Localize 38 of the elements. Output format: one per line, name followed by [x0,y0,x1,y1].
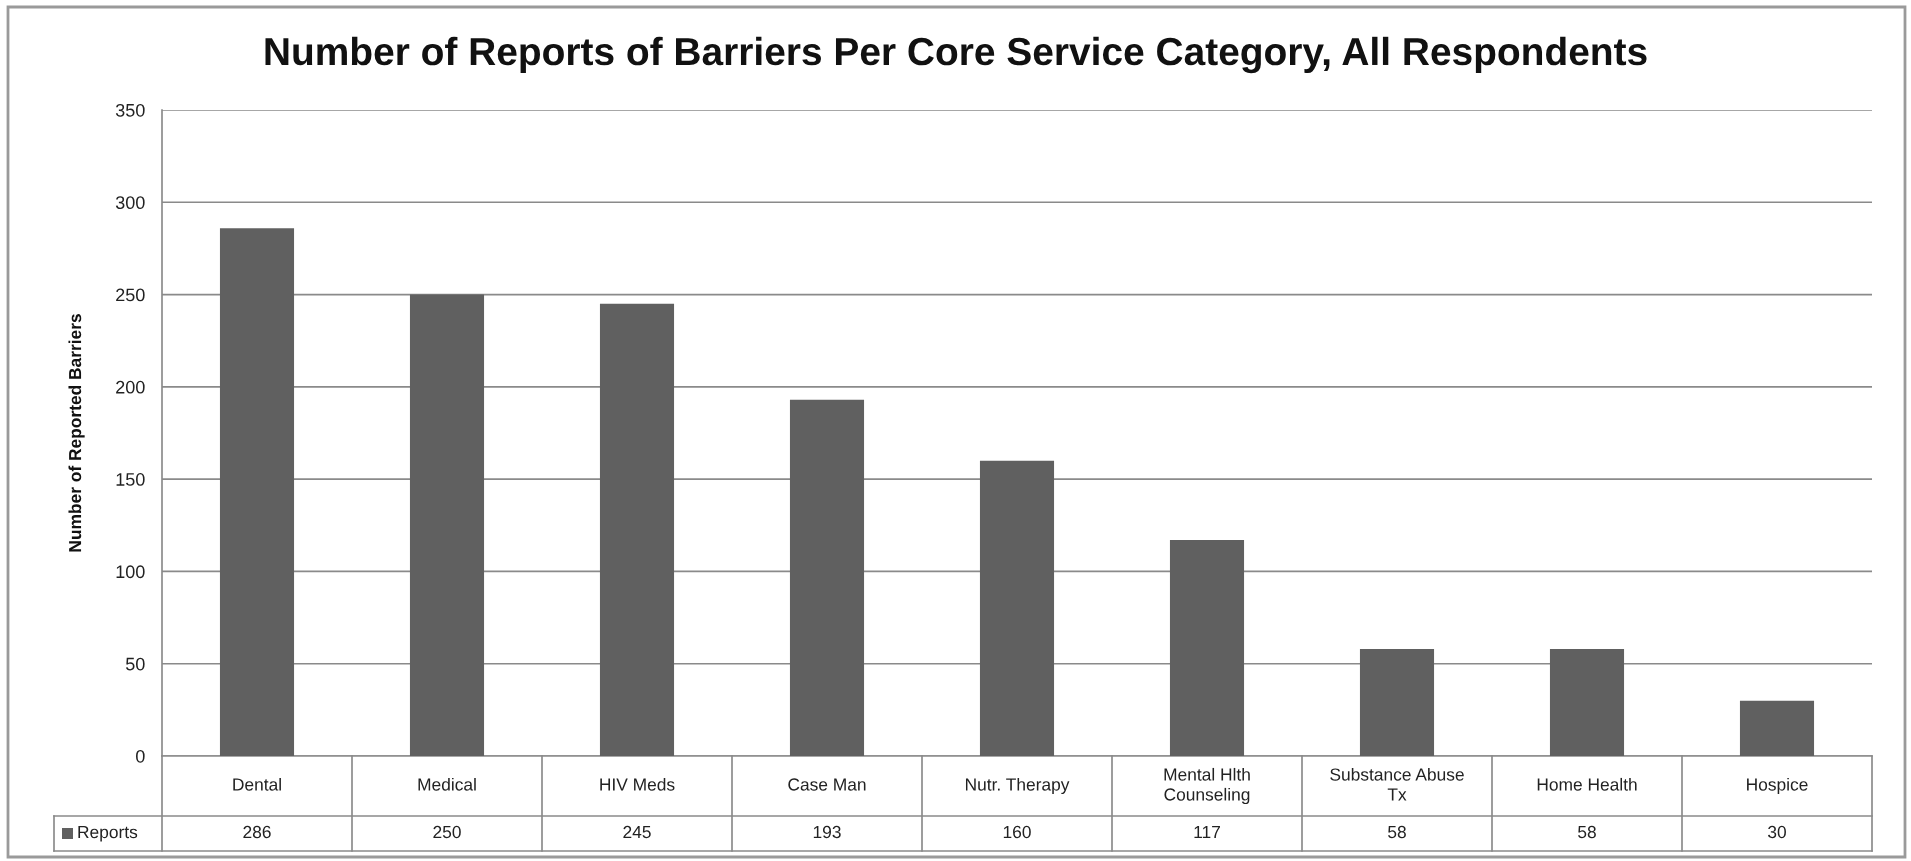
y-tick-label: 200 [116,380,145,394]
bar [1169,540,1245,756]
y-tick-label: 0 [136,749,145,763]
bar [1739,700,1815,756]
chart-title: Number of Reports of Barriers Per Core Service Category, All Respondents [265,36,1647,74]
x-tick-label: Mental Hlth Counseling [1164,767,1250,805]
bar [219,228,295,756]
data-label: 58 [1578,825,1596,839]
x-tick-label: Dental [233,777,281,791]
y-tick-label: 300 [115,196,145,210]
y-axis-title: Number of Reported Barriers [68,314,85,552]
y-tick-label: 100 [116,565,145,579]
data-label: 117 [1194,826,1220,838]
legend-label: Reports [78,826,138,842]
bar [1359,648,1435,756]
data-label: 286 [243,825,271,839]
data-label: 245 [623,825,651,839]
data-label: 58 [1388,825,1406,839]
x-tick-label: Substance Abuse Tx [1330,767,1464,801]
bar [599,303,675,756]
x-tick-label: Hospice [1747,777,1808,795]
x-tick-label: HIV Meds [600,777,675,791]
bar [409,294,485,756]
data-label: 193 [813,825,841,839]
data-label: 250 [433,825,461,839]
y-tick-label: 250 [116,288,145,302]
y-tick-label: 350 [115,103,145,117]
x-tick-label: Nutr. Therapy [965,777,1070,795]
data-label: 30 [1768,825,1786,839]
bar [979,460,1055,756]
x-tick-label: Home Health [1537,777,1637,791]
y-tick-label: 150 [116,473,145,486]
x-tick-label: Case Man [788,778,866,791]
data-label: 160 [1003,825,1031,839]
bar [789,399,865,756]
x-tick-label: Medical [418,777,476,791]
bar [1549,648,1625,756]
y-tick-label: 50 [125,657,145,671]
